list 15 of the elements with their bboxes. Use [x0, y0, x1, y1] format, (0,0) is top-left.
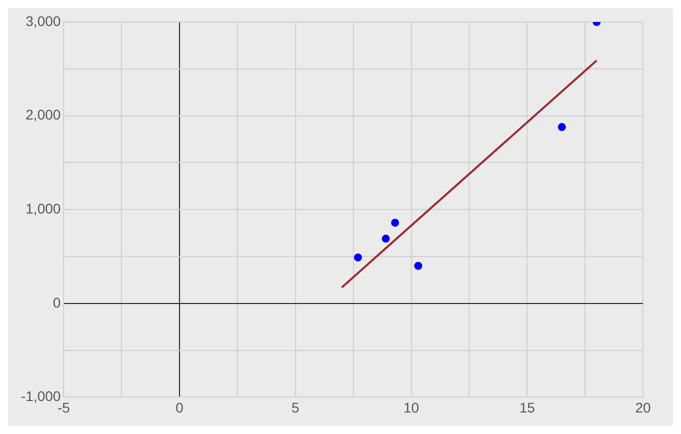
y-tick-label: -1,000: [20, 388, 61, 404]
x-tick-label: 10: [403, 399, 420, 416]
x-tick-label: 20: [635, 399, 651, 416]
point: [558, 123, 566, 132]
point: [382, 234, 390, 243]
y-tick-label: 3,000: [26, 12, 61, 29]
y-tick-label: 2,000: [26, 106, 61, 123]
y-tick-label: 0: [52, 294, 61, 310]
y-tick-label: 1,000: [26, 200, 61, 216]
point: [354, 253, 362, 262]
x-tick-label: 0: [176, 399, 184, 416]
point: [414, 262, 422, 270]
x-tick-label: 15: [519, 399, 536, 416]
x-tick-label: 5: [292, 399, 300, 416]
point: [391, 218, 400, 227]
